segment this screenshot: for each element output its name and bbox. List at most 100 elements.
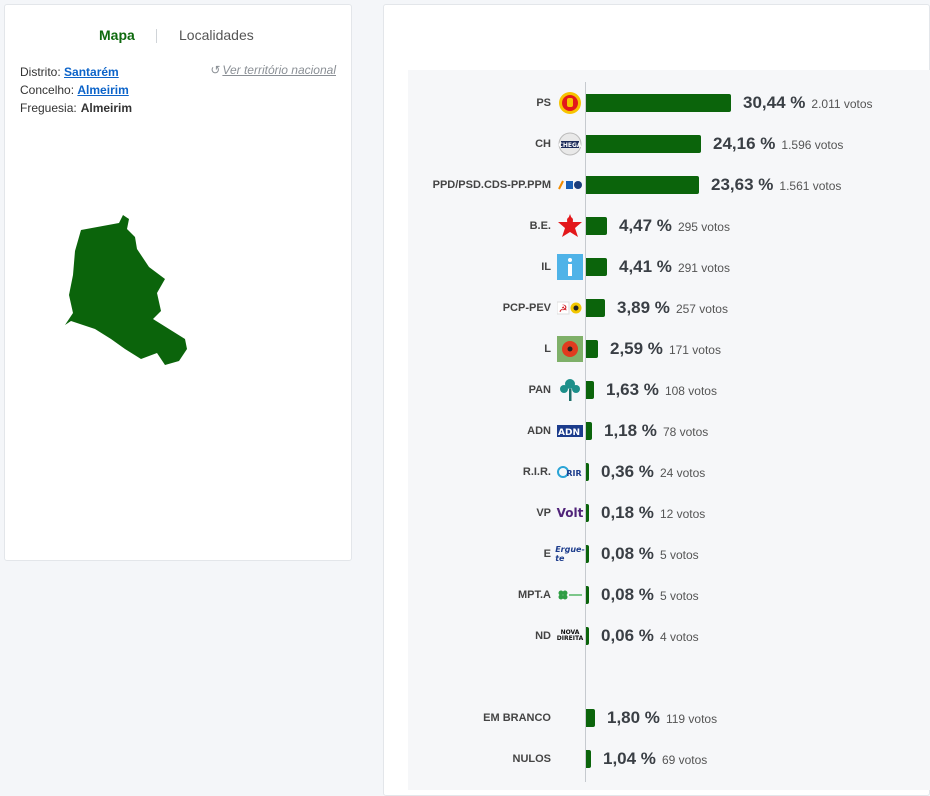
result-bar[interactable] [586, 463, 589, 481]
party-label: L [544, 343, 551, 355]
chart-axis [585, 82, 586, 782]
reset-view-link[interactable]: ↺ Ver território nacional [210, 63, 336, 77]
result-bar[interactable] [586, 217, 607, 235]
party-label: EM BRANCO [483, 712, 551, 724]
votes-count: 119 votos [665, 712, 718, 726]
result-bar[interactable] [586, 94, 731, 112]
votes-count: 257 votos [675, 302, 728, 316]
result-bar[interactable] [586, 176, 699, 194]
result-bar[interactable] [586, 422, 592, 440]
svg-text:ADN: ADN [558, 428, 580, 437]
undo-icon: ↺ [210, 63, 221, 77]
percentage-value: 1,63 % [606, 380, 659, 399]
svg-text:RIR: RIR [566, 469, 581, 478]
district-label: Distrito: [20, 65, 61, 79]
volt-logo-icon: Volt [556, 506, 584, 520]
parish-label: Freguesia: [20, 101, 77, 115]
reset-view-label: Ver território nacional [222, 63, 336, 77]
percentage-label: 0,08 % 5 votos [601, 540, 699, 569]
result-row: EM BRANCO 1,80 % 119 votos [0, 704, 930, 732]
percentage-label: 23,63 % 1.561 votos [711, 171, 841, 200]
parish-map[interactable] [61, 215, 191, 365]
votes-count: 291 votos [677, 261, 730, 275]
percentage-label: 24,16 % 1.596 votos [713, 130, 843, 159]
votes-count: 12 votos [659, 507, 706, 521]
votes-count: 24 votos [659, 466, 706, 480]
percentage-label: 4,47 % 295 votos [619, 212, 730, 241]
result-bar[interactable] [586, 135, 701, 153]
result-row: E Ergue-te 0,08 % 5 votos [0, 540, 930, 568]
bloco-star-logo-icon [557, 213, 583, 239]
percentage-label: 3,89 % 257 votos [617, 294, 728, 323]
svg-text:CHEGA: CHEGA [558, 142, 581, 149]
percentage-value: 4,47 % [619, 216, 672, 235]
percentage-label: 1,63 % 108 votos [606, 376, 717, 405]
party-label: R.I.R. [522, 466, 551, 478]
party-label: VP [536, 507, 551, 519]
result-row: IL 4,41 % 291 votos [0, 253, 930, 281]
party-label: CH [535, 138, 551, 150]
votes-count: 1.596 votos [781, 138, 844, 152]
pan-tree-logo-icon [557, 377, 583, 403]
result-row: PPD/PSD.CDS-PP.PPM 23,63 % 1.561 votos [0, 171, 930, 199]
result-bar[interactable] [586, 504, 589, 522]
result-bar[interactable] [586, 627, 589, 645]
svg-text:☭: ☭ [559, 304, 568, 315]
percentage-label: 0,18 % 12 votos [601, 499, 705, 528]
result-bar[interactable] [586, 381, 594, 399]
location-breadcrumb: Distrito: Santarém Concelho: Almeirim Fr… [20, 63, 132, 117]
result-bar[interactable] [586, 750, 591, 768]
percentage-label: 4,41 % 291 votos [619, 253, 730, 282]
result-bar[interactable] [586, 709, 595, 727]
tab-localities[interactable]: Localidades [179, 27, 254, 43]
percentage-label: 1,04 % 69 votos [603, 745, 707, 774]
result-row: ND NOVA DIREITA 0,06 % 4 votos [0, 622, 930, 650]
parish-region[interactable] [65, 215, 187, 365]
percentage-label: 0,36 % 24 votos [601, 458, 705, 487]
map-panel: Mapa Localidades Distrito: Santarém Conc… [4, 4, 352, 561]
votes-count: 5 votos [659, 589, 699, 603]
result-bar[interactable] [586, 299, 605, 317]
percentage-value: 0,08 % [601, 585, 654, 604]
chega-logo-icon: CHEGA [557, 131, 583, 157]
percentage-value: 0,08 % [601, 544, 654, 563]
district-link[interactable]: Santarém [64, 65, 119, 79]
votes-count: 2.011 votos [811, 97, 873, 111]
votes-count: 295 votos [677, 220, 730, 234]
percentage-value: 1,04 % [603, 749, 656, 768]
party-label: PCP-PEV [502, 302, 551, 314]
result-row: NULOS 1,04 % 69 votos [0, 745, 930, 773]
parish-value: Almeirim [80, 101, 133, 115]
percentage-label: 1,18 % 78 votos [604, 417, 708, 446]
votes-count: 171 votos [668, 343, 721, 357]
party-label: ND [535, 630, 551, 642]
result-row: VP Volt 0,18 % 12 votos [0, 499, 930, 527]
votes-count: 78 votos [662, 425, 709, 439]
cdu-logo-icon: ☭ [557, 295, 583, 321]
result-bar[interactable] [586, 340, 598, 358]
tab-map[interactable]: Mapa [99, 27, 135, 43]
percentage-value: 4,41 % [619, 257, 672, 276]
party-label: MPT.A [518, 589, 551, 601]
votes-count: 1.561 votos [779, 179, 842, 193]
result-row: PS 30,44 % 2.011 votos [0, 89, 930, 117]
party-label: B.E. [529, 220, 551, 232]
result-row: PAN 1,63 % 108 votos [0, 376, 930, 404]
party-label: PPD/PSD.CDS-PP.PPM [432, 179, 551, 191]
percentage-value: 0,18 % [601, 503, 654, 522]
result-bar[interactable] [586, 545, 589, 563]
votes-count: 69 votos [661, 753, 708, 767]
percentage-label: 2,59 % 171 votos [610, 335, 721, 364]
votes-count: 5 votos [659, 548, 699, 562]
ps-fist-logo-icon [557, 90, 583, 116]
county-label: Concelho: [20, 83, 75, 97]
tab-divider [156, 29, 157, 43]
county-link[interactable]: Almeirim [77, 83, 129, 97]
ergue-te-logo-icon: Ergue-te [555, 545, 585, 563]
percentage-label: 0,06 % 4 votos [601, 622, 699, 651]
result-bar[interactable] [586, 586, 589, 604]
result-row: R.I.R. RIR 0,36 % 24 votos [0, 458, 930, 486]
ad-coalition-logo-icon [557, 172, 583, 198]
result-row: B.E. 4,47 % 295 votos [0, 212, 930, 240]
result-bar[interactable] [586, 258, 607, 276]
